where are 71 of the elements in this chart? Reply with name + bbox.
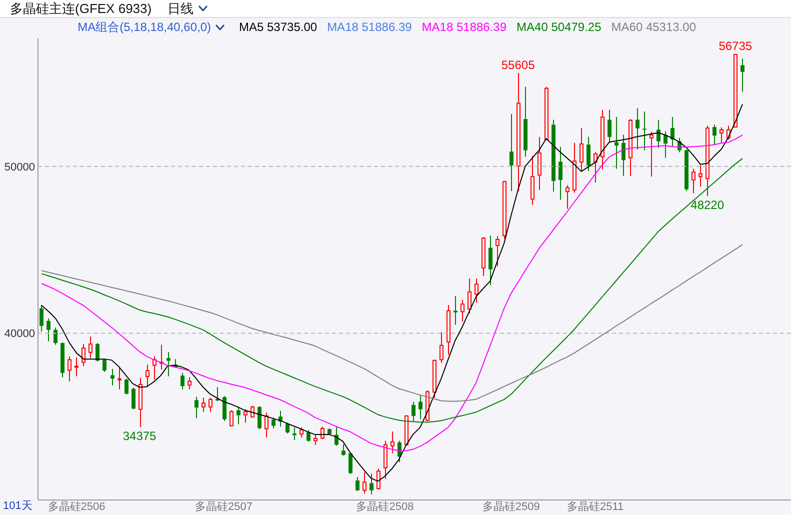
- x-tick-label: 多晶硅2509: [482, 500, 540, 513]
- candlestick: [46, 318, 50, 342]
- candlestick: [488, 235, 492, 286]
- y-tick-label: 40000: [4, 328, 35, 340]
- candlestick: [306, 430, 310, 442]
- text: MA60 45313.00: [611, 20, 696, 34]
- candlestick: [586, 136, 590, 172]
- candlestick: [110, 368, 114, 386]
- text: MA5 53735.00: [239, 20, 318, 34]
- candlestick: [538, 136, 542, 190]
- line-series: [41, 244, 743, 402]
- candlestick: [132, 387, 136, 410]
- candlestick: [580, 128, 584, 172]
- candlestick: [370, 473, 374, 495]
- candlestick: [642, 111, 646, 151]
- candlestick: [258, 406, 262, 430]
- candlestick: [454, 295, 458, 326]
- chart-subtitle: 日线: [168, 0, 194, 18]
- candlestick: [614, 116, 618, 170]
- candlestick: [342, 444, 346, 456]
- candlestick: [264, 412, 268, 438]
- candlestick: [664, 130, 668, 158]
- x-tick-label: 多晶硅2508: [356, 500, 414, 513]
- candlestick: [102, 358, 106, 372]
- x-tick-label: 多晶硅2507: [195, 500, 253, 513]
- annotation: 56735: [718, 39, 752, 54]
- candlestick: [608, 109, 612, 144]
- candlestick: [96, 342, 100, 362]
- candlestick: [740, 58, 744, 92]
- text: 101天: [3, 500, 32, 512]
- candlestick: [54, 327, 58, 346]
- candlestick: [348, 452, 352, 474]
- candlestick: [356, 476, 360, 492]
- candlestick: [194, 396, 198, 419]
- line-series: [41, 158, 743, 423]
- text: MA40 50479.25: [516, 20, 602, 34]
- x-tick-label: 多晶硅2506: [48, 500, 106, 513]
- candlestick: [118, 367, 122, 390]
- candlestick: [418, 394, 422, 420]
- candlestick: [670, 116, 674, 147]
- candlestick: [622, 134, 626, 177]
- candlestick: [712, 124, 716, 146]
- candlestick: [74, 356, 78, 377]
- candlestick: [286, 422, 290, 434]
- candlestick: [600, 109, 604, 170]
- candlestick: [124, 378, 128, 395]
- candlestick: [530, 156, 534, 206]
- candlestick: [222, 396, 226, 422]
- candlestick: [558, 146, 562, 200]
- candlestick: [440, 332, 444, 364]
- text: MA18 51886.39: [422, 20, 507, 34]
- y-tick-label: 50000: [4, 161, 35, 174]
- candlestick: [510, 114, 514, 192]
- candlestick: [236, 406, 240, 425]
- candlestick: [272, 417, 276, 429]
- candlestick: [516, 72, 520, 192]
- candlestick: [656, 119, 660, 148]
- annotation: 55605: [501, 58, 536, 72]
- annotation: 48220: [690, 198, 724, 212]
- candlestick: [138, 377, 142, 428]
- candlestick: [180, 372, 184, 390]
- candlestick: [166, 352, 170, 377]
- candlestick: [40, 304, 44, 332]
- annotation: 34375: [122, 429, 157, 444]
- x-tick-label: 多晶硅2511: [566, 500, 624, 513]
- candlestick: [146, 364, 150, 388]
- legend-label: MA18 51886.39: [327, 20, 412, 34]
- legend-title: MA组合(5,18,18,40,60,0): [78, 18, 211, 36]
- candlestick: [698, 164, 702, 188]
- candlestick: [636, 108, 640, 150]
- chart-title: 多晶硅主连(GFEX 6933): [10, 0, 152, 18]
